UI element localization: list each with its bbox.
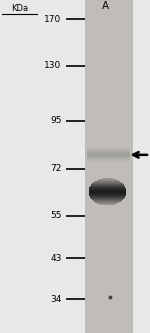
Bar (89, 187, 125, 188)
Bar (96, 180, 119, 181)
Bar (92, 183, 123, 184)
Bar (89, 193, 126, 194)
Text: 34: 34 (50, 295, 61, 304)
Bar (89, 188, 126, 189)
Text: 95: 95 (50, 116, 62, 125)
Text: KDa: KDa (11, 4, 28, 13)
Bar (93, 182, 122, 183)
Bar (91, 185, 124, 186)
Bar (88, 191, 126, 192)
Bar (93, 200, 122, 201)
Bar (100, 204, 115, 205)
Text: 130: 130 (44, 62, 62, 71)
Bar (102, 178, 113, 179)
Text: 170: 170 (44, 15, 62, 24)
Bar (91, 184, 123, 185)
Bar (90, 186, 125, 187)
Text: A: A (102, 1, 109, 11)
Bar (94, 181, 120, 182)
Text: 55: 55 (50, 211, 62, 220)
Bar (89, 190, 126, 191)
Bar (92, 199, 123, 200)
Bar (88, 192, 126, 193)
Bar (96, 202, 119, 203)
Bar (89, 194, 126, 195)
Text: 43: 43 (50, 254, 61, 263)
Bar (89, 189, 126, 190)
Bar (90, 197, 124, 198)
Bar (94, 201, 121, 202)
Bar (98, 179, 117, 180)
Bar (89, 195, 126, 196)
Bar (98, 203, 117, 204)
Bar (90, 196, 125, 197)
Bar (85, 0, 132, 333)
Bar (91, 198, 124, 199)
Text: 72: 72 (50, 164, 61, 173)
